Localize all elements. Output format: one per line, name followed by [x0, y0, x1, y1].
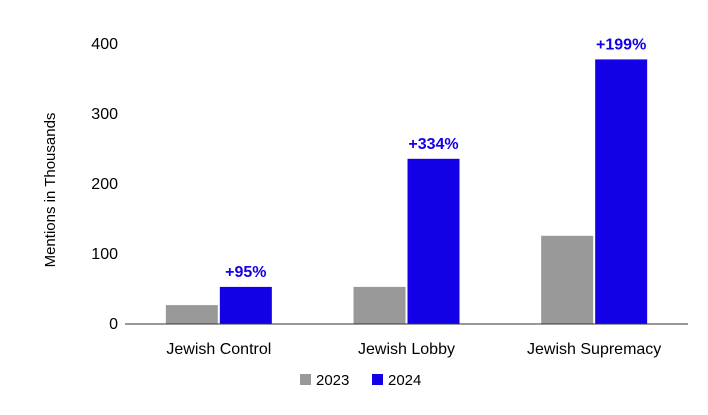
bar-2024-jewish-supremacy [595, 59, 648, 325]
legend-label: 2023 [316, 372, 349, 389]
bars-group [165, 59, 648, 325]
growth-annotation: +199% [596, 36, 646, 53]
legend-label: 2024 [388, 372, 421, 389]
y-tick-label: 300 [91, 106, 118, 123]
bar-2024-jewish-lobby [407, 158, 460, 324]
y-axis-label: Mentions in Thousands [42, 113, 59, 268]
annotations-group: +95% +334% +199% [225, 36, 646, 281]
bar-2024-jewish-control [219, 286, 272, 324]
y-tick-label: 400 [91, 36, 118, 53]
x-tick-label: Jewish Lobby [358, 341, 455, 358]
legend-swatch-2023 [300, 374, 311, 385]
x-tick-label: Jewish Control [166, 341, 271, 358]
x-axis: Jewish Control Jewish Lobby Jewish Suprema… [166, 341, 661, 358]
bar-2023-jewish-lobby [353, 286, 406, 324]
y-tick-label: 0 [109, 316, 118, 333]
legend: 2023 2024 [300, 372, 421, 389]
bar-2023-jewish-control [165, 305, 218, 324]
y-axis: 0 100 200 300 400 [91, 36, 118, 333]
x-tick-label: Jewish Supremacy [527, 341, 661, 358]
y-tick-label: 100 [91, 246, 118, 263]
y-tick-label: 200 [91, 176, 118, 193]
legend-swatch-2024 [372, 374, 383, 385]
growth-annotation: +95% [225, 264, 266, 281]
bar-2023-jewish-supremacy [541, 235, 594, 324]
growth-annotation: +334% [408, 136, 458, 153]
